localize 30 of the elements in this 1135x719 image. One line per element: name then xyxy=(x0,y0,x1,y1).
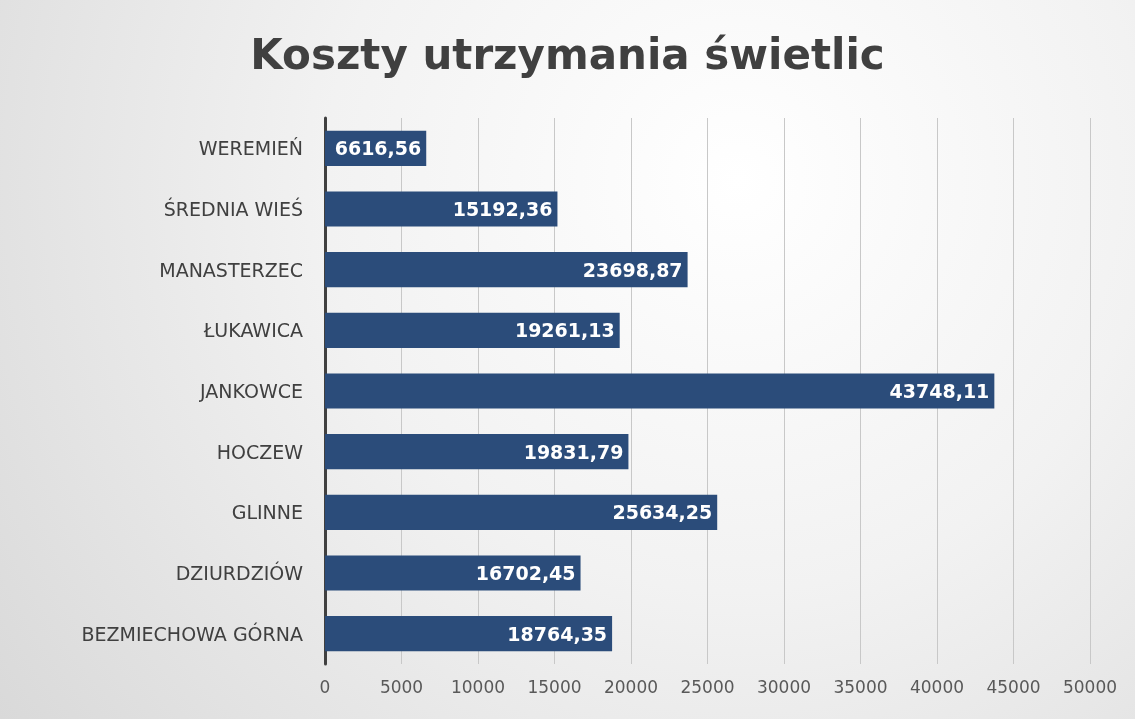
x-tick-label: 40000 xyxy=(909,676,965,697)
data-label: 6616,56 xyxy=(334,137,422,160)
x-tick-label: 10000 xyxy=(450,676,506,697)
data-label: 25634,25 xyxy=(612,501,713,524)
x-tick-label: 45000 xyxy=(986,676,1041,697)
data-label: 23698,87 xyxy=(582,258,683,281)
data-label: 19261,13 xyxy=(514,319,615,342)
y-tick-label: JANKOWCE xyxy=(199,380,303,402)
y-tick-label: ŁUKAWICA xyxy=(202,319,303,342)
data-label: 15192,36 xyxy=(452,198,553,220)
x-tick-label: 35000 xyxy=(833,676,888,697)
y-tick-label: GLINNE xyxy=(231,501,303,524)
x-tick-label: 30000 xyxy=(756,676,812,697)
y-tick-label: MANASTERZEC xyxy=(159,258,303,281)
y-tick-label: DZIURDZIÓW xyxy=(175,561,304,584)
x-tick-label: 20000 xyxy=(603,676,659,697)
y-tick-label: HOCZEW xyxy=(216,440,304,463)
x-tick-label: 50000 xyxy=(1062,676,1118,697)
x-tick-label: 5000 xyxy=(379,676,424,697)
x-tick-label: 15000 xyxy=(527,676,582,697)
x-tick-label: 25000 xyxy=(680,676,735,697)
data-label: 19831,79 xyxy=(523,440,624,463)
chart-title: Koszty utrzymania świetlic xyxy=(250,29,885,79)
data-label: 16702,45 xyxy=(475,562,576,584)
x-tick-label: 0 xyxy=(319,676,331,697)
y-tick-label: ŚREDNIA WIEŚ xyxy=(163,197,303,220)
y-tick-label: WEREMIEŃ xyxy=(198,137,303,160)
data-label: 43748,11 xyxy=(889,380,990,402)
y-tick-label: BEZMIECHOWA GÓRNA xyxy=(81,621,303,645)
data-label: 18764,35 xyxy=(507,622,608,645)
